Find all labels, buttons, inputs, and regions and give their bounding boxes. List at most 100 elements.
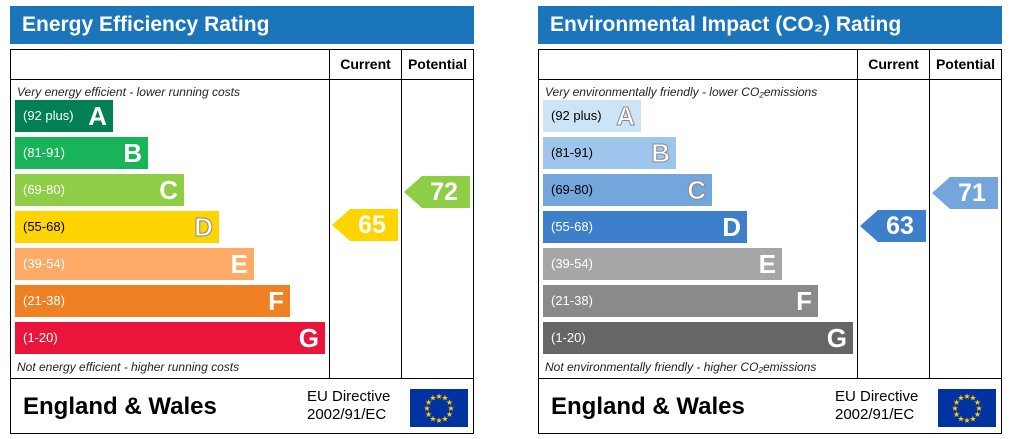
star-icon: ★	[423, 404, 430, 413]
footer: England & Wales EU Directive 2002/91/EC …	[10, 379, 474, 434]
directive-line-1: EU Directive	[307, 388, 391, 405]
band-range: (81-91)	[551, 145, 593, 160]
rating-band-g: (1-20) G	[15, 322, 325, 354]
potential-rating-arrow: 72	[404, 176, 470, 208]
star-icon: ★	[435, 392, 442, 401]
star-icon: ★	[446, 410, 453, 419]
star-icon: ★	[975, 404, 982, 413]
header-divider	[11, 79, 473, 80]
band-letter: G	[298, 323, 319, 353]
band-range: (69-80)	[23, 182, 65, 197]
band-range: (39-54)	[23, 256, 65, 271]
rating-band-a: (92 plus) A	[543, 100, 641, 132]
eu-directive: EU Directive 2002/91/EC	[307, 388, 390, 424]
rating-band-c: (69-80) C	[543, 174, 712, 206]
band-range: (21-38)	[551, 293, 593, 308]
eu-flag-icon: ★ ★ ★ ★ ★ ★ ★ ★ ★ ★ ★ ★	[938, 389, 996, 427]
rating-band-f: (21-38) F	[15, 285, 290, 317]
band-range: (69-80)	[551, 182, 593, 197]
band-range: (21-38)	[23, 293, 65, 308]
column-header-potential: Potential	[407, 56, 468, 72]
chart-title: Environmental Impact (CO₂) Rating	[538, 6, 1002, 44]
band-range: (1-20)	[23, 330, 58, 345]
band-letter: C	[159, 175, 178, 205]
star-icon: ★	[953, 398, 960, 407]
star-icon: ★	[953, 410, 960, 419]
band-range: (55-68)	[23, 219, 65, 234]
rating-band-e: (39-54) E	[15, 248, 254, 280]
rating-band-a: (92 plus) A	[15, 100, 113, 132]
band-letter: B	[123, 138, 142, 168]
directive-line-1: EU Directive	[835, 388, 919, 405]
star-icon: ★	[425, 398, 432, 407]
region-label: England & Wales	[551, 393, 745, 420]
column-divider	[929, 50, 930, 378]
potential-rating-value: 72	[430, 178, 458, 206]
band-letter: F	[796, 286, 812, 316]
header-divider	[539, 79, 1001, 80]
star-icon: ★	[441, 394, 448, 403]
environmental-impact-panel: Environmental Impact (CO₂) Rating Curren…	[538, 6, 1002, 434]
star-icon: ★	[969, 414, 976, 423]
chart-box: Current Potential Very energy efficient …	[10, 49, 474, 379]
eu-flag-icon: ★ ★ ★ ★ ★ ★ ★ ★ ★ ★ ★ ★	[410, 389, 468, 427]
star-icon: ★	[435, 416, 442, 425]
band-letter: E	[758, 249, 776, 279]
band-letter: B	[651, 138, 671, 169]
directive-line-2: 2002/91/EC	[835, 406, 915, 423]
eu-directive: EU Directive 2002/91/EC	[835, 388, 918, 424]
current-rating-value: 63	[886, 212, 914, 240]
rating-band-e: (39-54) E	[543, 248, 782, 280]
rating-band-b: (81-91) B	[15, 137, 148, 169]
star-icon: ★	[969, 394, 976, 403]
region-label: England & Wales	[23, 393, 217, 420]
current-rating-arrow: 63	[860, 210, 926, 242]
star-icon: ★	[963, 392, 970, 401]
band-range: (39-54)	[551, 256, 593, 271]
bottom-note: Not environmentally friendly - higher CO…	[545, 360, 817, 374]
band-letter: D	[194, 212, 214, 243]
star-icon: ★	[951, 404, 958, 413]
rating-band-b: (81-91) B	[543, 137, 676, 169]
potential-rating-arrow: 71	[932, 177, 998, 209]
band-letter: F	[268, 286, 284, 316]
current-rating-arrow: 65	[332, 209, 398, 241]
column-divider	[329, 50, 330, 378]
column-divider	[857, 50, 858, 378]
star-icon: ★	[429, 394, 436, 403]
star-icon: ★	[429, 414, 436, 423]
band-letter: G	[826, 323, 847, 353]
star-icon: ★	[963, 416, 970, 425]
band-letter: D	[722, 212, 741, 242]
eu-stars-icon: ★★★★★★★★★★★★	[951, 392, 982, 425]
star-icon: ★	[957, 394, 964, 403]
band-letter: A	[88, 101, 107, 131]
energy-efficiency-panel: Energy Efficiency Rating Current Potenti…	[10, 6, 474, 434]
column-divider	[401, 50, 402, 378]
rating-band-d: (55-68) D	[543, 211, 747, 243]
current-rating-value: 65	[358, 211, 386, 239]
column-header-potential: Potential	[935, 56, 996, 72]
column-header-current: Current	[868, 56, 919, 72]
footer: England & Wales EU Directive 2002/91/EC …	[538, 379, 1002, 434]
top-note: Very environmentally friendly - lower CO…	[545, 85, 818, 99]
chart-title: Energy Efficiency Rating	[10, 6, 474, 44]
band-range: (81-91)	[23, 145, 65, 160]
bottom-note: Not energy efficient - higher running co…	[17, 360, 240, 374]
rating-band-c: (69-80) C	[15, 174, 184, 206]
band-range: (92 plus)	[551, 108, 602, 123]
star-icon: ★	[446, 398, 453, 407]
eu-stars-icon: ★★★★★★★★★★★★	[423, 392, 454, 425]
column-header-current: Current	[340, 56, 391, 72]
chart-box: Current Potential Very environmentally f…	[538, 49, 1002, 379]
band-letter: E	[230, 249, 248, 279]
potential-rating-value: 71	[958, 179, 986, 207]
star-icon: ★	[441, 414, 448, 423]
band-range: (1-20)	[551, 330, 586, 345]
band-range: (55-68)	[551, 219, 593, 234]
star-icon: ★	[447, 404, 454, 413]
star-icon: ★	[974, 398, 981, 407]
star-icon: ★	[974, 410, 981, 419]
top-note: Very energy efficient - lower running co…	[17, 85, 240, 99]
band-letter: A	[616, 101, 636, 132]
